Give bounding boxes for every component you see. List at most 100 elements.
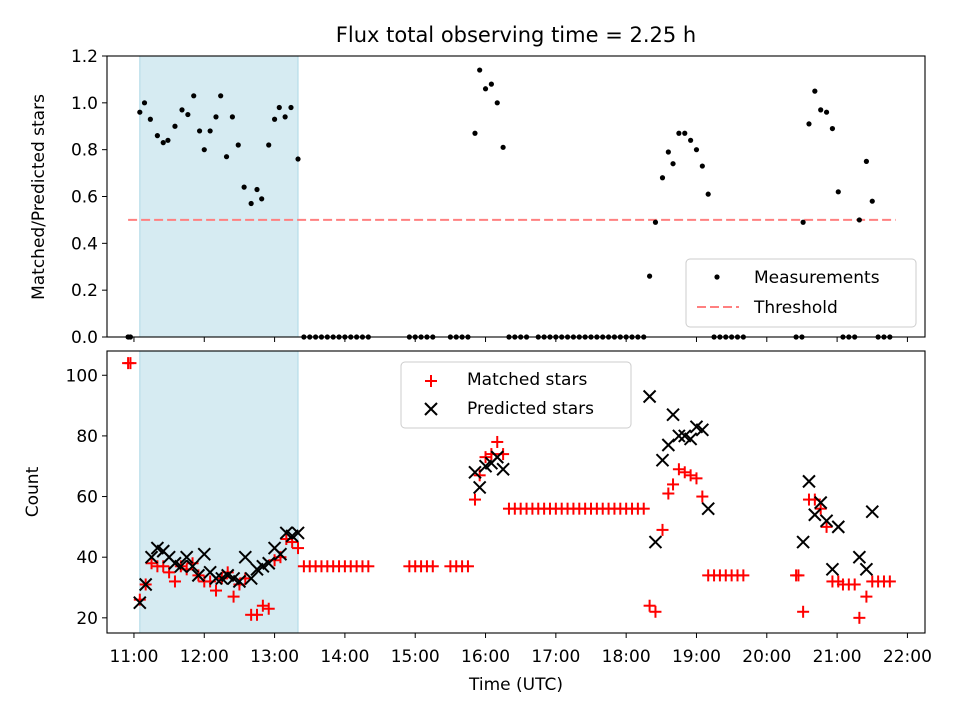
predicted-point [655, 453, 670, 467]
measurement-point [154, 133, 160, 139]
measurement-point [248, 200, 254, 207]
predicted-point [238, 550, 252, 564]
predicted-point [813, 495, 828, 510]
measurement-point [196, 128, 203, 134]
matched-point [643, 599, 656, 612]
predicted-point [273, 547, 288, 561]
matched-point [656, 523, 669, 536]
predicted-point [796, 535, 810, 549]
predicted-point [648, 535, 663, 549]
predicted-point [185, 559, 200, 573]
predicted-point [232, 574, 247, 589]
predicted-point [244, 571, 258, 586]
matched-point [853, 611, 866, 624]
measurement-point [160, 140, 166, 146]
predicted-point [174, 559, 188, 573]
measurement-point [276, 104, 282, 111]
matched-point [662, 487, 675, 500]
measurement-point [494, 100, 500, 106]
measurement-point [235, 142, 241, 148]
legend-label-matched: Matched stars [467, 370, 587, 390]
predicted-point [819, 514, 834, 528]
predicted-point [666, 407, 680, 422]
matched-point [637, 502, 650, 515]
predicted-point [802, 474, 816, 489]
measurement-point [218, 93, 224, 99]
matched-point [168, 575, 181, 588]
x-tick-label: 13:00 [250, 647, 299, 667]
measurement-point [477, 67, 483, 73]
measurement-point [271, 116, 278, 122]
predicted-point [291, 526, 305, 540]
legend-marker-predicted [424, 402, 438, 416]
measurement-point [472, 130, 478, 136]
matched-point [848, 578, 861, 591]
matched-point [426, 560, 439, 573]
measurement-point [646, 273, 653, 279]
predicted-point [197, 547, 211, 561]
measurement-point [488, 81, 494, 87]
x-tick-label: 21:00 [813, 647, 862, 667]
top-y-tick-label: 1.0 [71, 94, 98, 114]
bottom-y-tick-label: 80 [76, 427, 98, 447]
measurement-point [652, 219, 659, 225]
matched-point [649, 605, 662, 618]
top-highlight-span [139, 55, 299, 338]
predicted-point [859, 562, 874, 577]
measurement-point [670, 161, 676, 167]
bottom-y-tick-label: 60 [76, 488, 98, 508]
measurement-point [823, 109, 830, 115]
predicted-point [262, 556, 276, 570]
legend-marker-matched [425, 375, 437, 387]
bottom-frame [106, 350, 926, 634]
matched-point [797, 605, 810, 618]
legend-marker-measurements [714, 274, 720, 280]
matched-point [690, 472, 703, 485]
x-tick-label: 19:00 [672, 647, 721, 667]
matched-point [820, 520, 833, 533]
top-y-tick-label: 1.2 [71, 47, 98, 67]
bottom-points [122, 357, 896, 624]
bottom-y-tick-label: 100 [66, 366, 98, 386]
predicted-point [825, 562, 840, 577]
measurement-point [259, 196, 265, 202]
x-tick-label: 17:00 [531, 647, 580, 667]
matched-point [227, 590, 240, 603]
measurement-point [688, 137, 694, 143]
top-panel: 0.0 0.2 0.4 0.6 0.8 1.0 1.2 Matched/Predicted … [29, 47, 926, 348]
bottom-legend-box [400, 361, 632, 429]
bottom-y-tick-label: 40 [76, 548, 98, 568]
measurement-point [835, 189, 841, 195]
measurement-point [179, 107, 185, 113]
top-y-tick-label: 0.0 [71, 328, 98, 348]
matched-point [883, 575, 896, 588]
bottom-x-ticks: 11:00 12:00 13:00 14:00 15:00 16:00 17:00 18:00… [109, 633, 932, 667]
predicted-point [865, 505, 879, 519]
predicted-point [144, 550, 159, 564]
x-tick-label: 22:00 [883, 647, 932, 667]
predicted-point [472, 480, 487, 495]
top-y-axis-label: Matched/Predicted stars [29, 94, 49, 300]
measurement-point [254, 186, 260, 193]
x-tick-label: 15:00 [391, 647, 440, 667]
predicted-point [672, 429, 686, 443]
measurement-point [191, 93, 197, 99]
x-tick-label: 16:00 [461, 647, 510, 667]
predicted-point [209, 571, 223, 586]
measurement-point [201, 147, 207, 153]
measurement-point [229, 114, 235, 120]
measurement-point [705, 191, 711, 197]
predicted-point [852, 550, 867, 564]
matched-point [860, 590, 873, 603]
matched-point [684, 469, 697, 482]
matched-point [667, 478, 680, 491]
measurement-point [295, 156, 301, 162]
x-tick-label: 18:00 [602, 647, 651, 667]
measurement-point [699, 163, 705, 169]
measurement-point [869, 198, 875, 204]
measurement-point [676, 130, 682, 136]
measurement-point [500, 144, 506, 150]
measurement-point [856, 217, 862, 223]
predicted-point [468, 465, 482, 479]
